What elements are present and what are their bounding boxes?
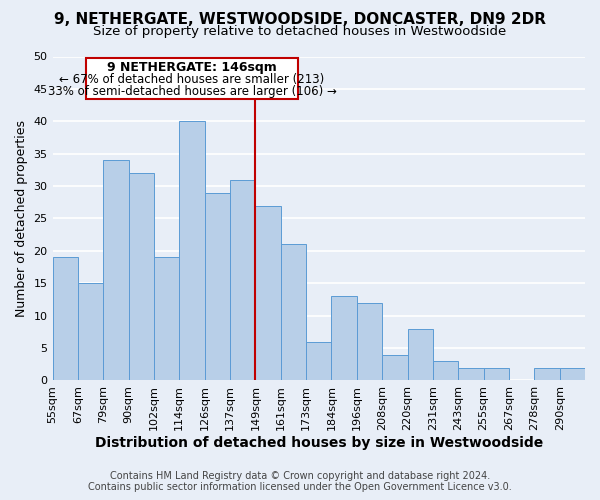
Bar: [331, 296, 357, 380]
Bar: [78, 284, 103, 380]
Bar: [128, 173, 154, 380]
Y-axis label: Number of detached properties: Number of detached properties: [15, 120, 28, 317]
Text: Size of property relative to detached houses in Westwoodside: Size of property relative to detached ho…: [94, 25, 506, 38]
Bar: [560, 368, 585, 380]
Bar: [407, 328, 433, 380]
X-axis label: Distribution of detached houses by size in Westwoodside: Distribution of detached houses by size …: [95, 436, 543, 450]
Bar: [53, 258, 78, 380]
Text: 33% of semi-detached houses are larger (106) →: 33% of semi-detached houses are larger (…: [47, 85, 337, 98]
Bar: [281, 244, 306, 380]
Bar: [179, 122, 205, 380]
Text: 9 NETHERGATE: 146sqm: 9 NETHERGATE: 146sqm: [107, 61, 277, 74]
Bar: [205, 192, 230, 380]
Bar: [382, 354, 407, 380]
Bar: [306, 342, 331, 380]
Bar: [103, 160, 128, 380]
Bar: [484, 368, 509, 380]
Text: Contains HM Land Registry data © Crown copyright and database right 2024.
Contai: Contains HM Land Registry data © Crown c…: [88, 471, 512, 492]
Bar: [256, 206, 281, 380]
Bar: [230, 180, 256, 380]
FancyBboxPatch shape: [86, 58, 298, 98]
Text: ← 67% of detached houses are smaller (213): ← 67% of detached houses are smaller (21…: [59, 72, 325, 86]
Bar: [534, 368, 560, 380]
Bar: [433, 361, 458, 380]
Bar: [357, 302, 382, 380]
Text: 9, NETHERGATE, WESTWOODSIDE, DONCASTER, DN9 2DR: 9, NETHERGATE, WESTWOODSIDE, DONCASTER, …: [54, 12, 546, 28]
Bar: [458, 368, 484, 380]
Bar: [154, 258, 179, 380]
